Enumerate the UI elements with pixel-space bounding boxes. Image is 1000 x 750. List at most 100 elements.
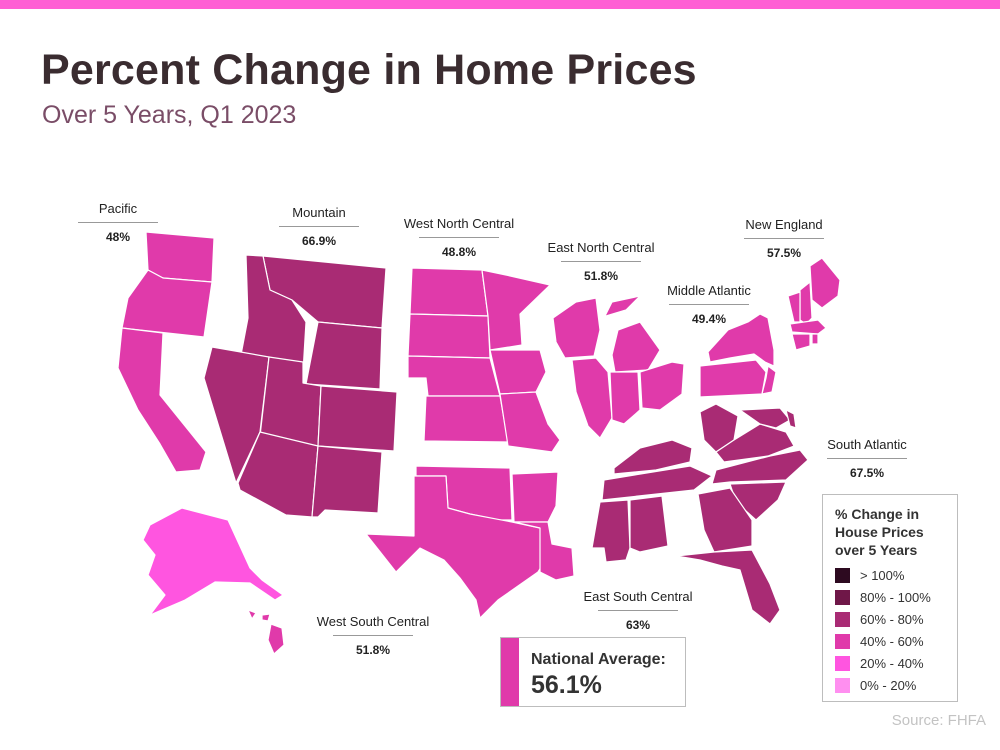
region-shape-west-south-central <box>365 465 575 619</box>
legend-swatch <box>835 568 850 583</box>
state-delaware <box>785 409 797 429</box>
region-divider <box>744 238 824 239</box>
region-label-middle-atlantic: Middle Atlantic 49.4% <box>629 283 789 326</box>
legend-label: 40% - 60% <box>860 634 924 649</box>
region-label-pacific: Pacific 48% <box>38 201 198 244</box>
state-north-carolina <box>711 449 809 485</box>
region-name: Middle Atlantic <box>667 283 751 298</box>
national-average-label: National Average: <box>531 651 666 668</box>
legend-label: > 100% <box>860 568 905 583</box>
region-divider <box>669 304 749 305</box>
legend-label: 60% - 80% <box>860 612 924 627</box>
state-florida <box>675 549 781 625</box>
region-shape-new-england <box>787 257 841 351</box>
legend-swatch <box>835 634 850 649</box>
state-rhode-island <box>811 333 819 345</box>
region-shape-pacific <box>117 231 285 655</box>
state-massachusetts <box>789 319 827 335</box>
state-nevada <box>203 346 270 484</box>
national-average-value: 56.1% <box>531 671 602 699</box>
state-tennessee <box>601 465 713 501</box>
state-iowa <box>489 349 547 395</box>
region-value: 57.5% <box>766 246 802 260</box>
state-kansas <box>423 395 509 443</box>
region-name: East South Central <box>583 589 693 604</box>
state-new-mexico <box>311 445 383 518</box>
page-subtitle: Over 5 Years, Q1 2023 <box>42 101 297 129</box>
state-pennsylvania <box>699 359 767 398</box>
region-divider <box>598 610 678 611</box>
region-value: 66.9% <box>301 234 337 248</box>
region-divider <box>78 222 158 223</box>
state-idaho <box>239 254 307 373</box>
region-divider <box>827 458 907 459</box>
region-shape-west-north-central <box>407 267 561 453</box>
legend-swatch <box>835 590 850 605</box>
state-oregon <box>121 269 213 338</box>
state-north-dakota <box>409 267 489 317</box>
state-hawaii <box>247 609 285 655</box>
state-arkansas <box>511 471 559 523</box>
state-california <box>117 327 207 473</box>
region-name: Pacific <box>98 201 138 216</box>
state-vermont <box>787 291 801 323</box>
state-alaska <box>142 507 284 616</box>
state-new-hampshire <box>799 281 813 325</box>
region-value: 49.4% <box>691 312 727 326</box>
region-value: 48% <box>105 230 131 244</box>
region-value: 63% <box>625 618 651 632</box>
top-accent-bar <box>0 0 1000 9</box>
region-shape-south-atlantic <box>675 403 809 625</box>
region-shape-alaska <box>142 507 284 616</box>
region-shape-middle-atlantic <box>699 313 777 398</box>
state-south-dakota <box>407 313 491 359</box>
page-title: Percent Change in Home Prices <box>41 46 697 94</box>
region-name: South Atlantic <box>827 437 907 452</box>
region-label-west-north-central: West North Central 48.8% <box>379 216 539 259</box>
region-value: 51.8% <box>355 643 391 657</box>
map-legend: % Change in House Prices over 5 Years > … <box>822 494 958 702</box>
legend-swatch <box>835 656 850 671</box>
state-wisconsin <box>552 297 601 359</box>
state-mississippi <box>591 499 631 563</box>
state-ohio <box>639 361 685 411</box>
state-virginia <box>715 423 795 463</box>
national-average-swatch <box>501 638 519 706</box>
region-value: 51.8% <box>583 269 619 283</box>
national-average-box: National Average: 56.1% <box>500 637 686 707</box>
region-value: 48.8% <box>441 245 477 259</box>
legend-label: 0% - 20% <box>860 678 917 693</box>
region-shape-east-north-central <box>552 295 685 439</box>
region-value: 67.5% <box>849 466 885 480</box>
legend-swatch <box>835 612 850 627</box>
region-shape-mountain <box>203 254 398 518</box>
state-alabama <box>629 495 669 553</box>
state-texas <box>365 475 549 619</box>
region-divider <box>333 635 413 636</box>
region-name: West North Central <box>403 216 515 231</box>
state-connecticut <box>791 333 811 351</box>
state-new-jersey <box>761 365 777 395</box>
legend-label: 20% - 40% <box>860 656 924 671</box>
region-label-east-north-central: East North Central 51.8% <box>521 240 681 283</box>
region-divider <box>279 226 359 227</box>
region-name: Mountain <box>292 205 346 220</box>
region-divider <box>561 261 641 262</box>
legend-swatch <box>835 678 850 693</box>
state-indiana <box>609 371 641 425</box>
region-label-mountain: Mountain 66.9% <box>239 205 399 248</box>
region-name: New England <box>745 217 823 232</box>
state-maryland <box>739 407 791 429</box>
legend-label: 80% - 100% <box>860 590 931 605</box>
region-shape-east-south-central <box>591 439 713 563</box>
state-maine <box>809 257 841 309</box>
state-louisiana <box>513 521 575 581</box>
state-colorado <box>317 385 398 452</box>
state-kentucky <box>613 439 693 475</box>
state-georgia <box>697 487 753 553</box>
region-divider <box>419 237 499 238</box>
region-label-south-atlantic: South Atlantic 67.5% <box>787 437 947 480</box>
state-wyoming <box>305 321 383 390</box>
state-new-york <box>707 313 775 367</box>
